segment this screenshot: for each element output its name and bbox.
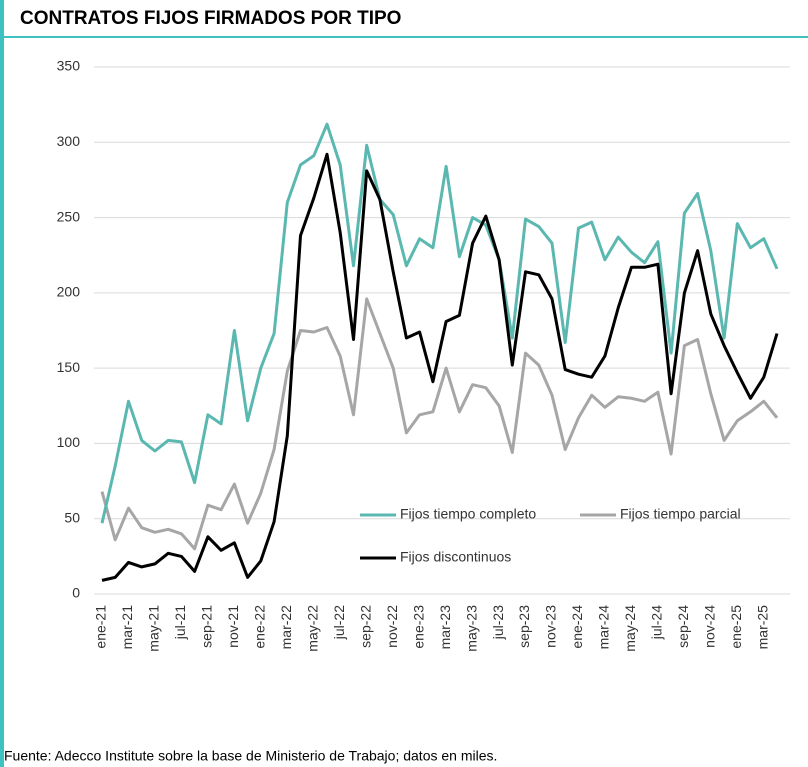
x-tick-label: may-24 (622, 605, 638, 652)
legend-label: Fijos tiempo completo (400, 506, 536, 522)
series-line (100, 122, 779, 524)
x-tick-label: mar-25 (754, 605, 770, 650)
chart-title: CONTRATOS FIJOS FIRMADOS POR TIPO (20, 8, 401, 29)
y-tick-label: 350 (57, 58, 81, 74)
x-tick-label: nov-24 (702, 605, 718, 648)
x-tick-label: sep-24 (675, 605, 691, 648)
series-line (101, 152, 779, 582)
x-tick-label: mar-23 (437, 605, 453, 650)
x-tick-label: ene-21 (93, 605, 109, 649)
x-tick-label: nov-22 (384, 605, 400, 648)
y-tick-label: 300 (57, 133, 81, 149)
x-tick-label: mar-24 (596, 605, 612, 650)
legend-label: Fijos tiempo parcial (620, 506, 741, 522)
source-note: Fuente: Adecco Institute sobre la base d… (4, 748, 497, 764)
x-tick-label: jul-24 (649, 605, 665, 640)
x-tick-label: sep-22 (357, 605, 373, 648)
x-tick-label: may-21 (146, 605, 162, 652)
x-tick-label: may-23 (463, 605, 479, 652)
legend-label: Fijos discontinuos (400, 549, 511, 565)
x-tick-label: jul-23 (490, 605, 506, 640)
left-border (0, 0, 4, 767)
y-tick-label: 0 (72, 585, 80, 601)
x-tick-label: jul-21 (172, 605, 188, 640)
x-tick-label: sep-23 (516, 605, 532, 648)
x-tick-label: ene-23 (410, 605, 426, 649)
x-tick-label: jul-22 (331, 605, 347, 640)
series-line (100, 297, 779, 551)
x-tick-label: sep-21 (199, 605, 215, 648)
x-tick-label: nov-23 (543, 605, 559, 648)
title-rule (0, 36, 808, 38)
x-tick-label: mar-21 (119, 605, 135, 650)
x-tick-label: may-22 (304, 605, 320, 652)
x-tick-label: ene-24 (569, 605, 585, 649)
x-tick-label: ene-25 (728, 605, 744, 649)
y-tick-label: 50 (64, 509, 80, 525)
x-tick-label: ene-22 (252, 605, 268, 649)
y-tick-label: 200 (57, 284, 81, 300)
x-tick-label: nov-21 (225, 605, 241, 648)
x-tick-label: mar-22 (278, 605, 294, 650)
y-tick-label: 100 (57, 434, 81, 450)
y-tick-label: 150 (57, 359, 81, 375)
y-tick-label: 250 (57, 208, 81, 224)
